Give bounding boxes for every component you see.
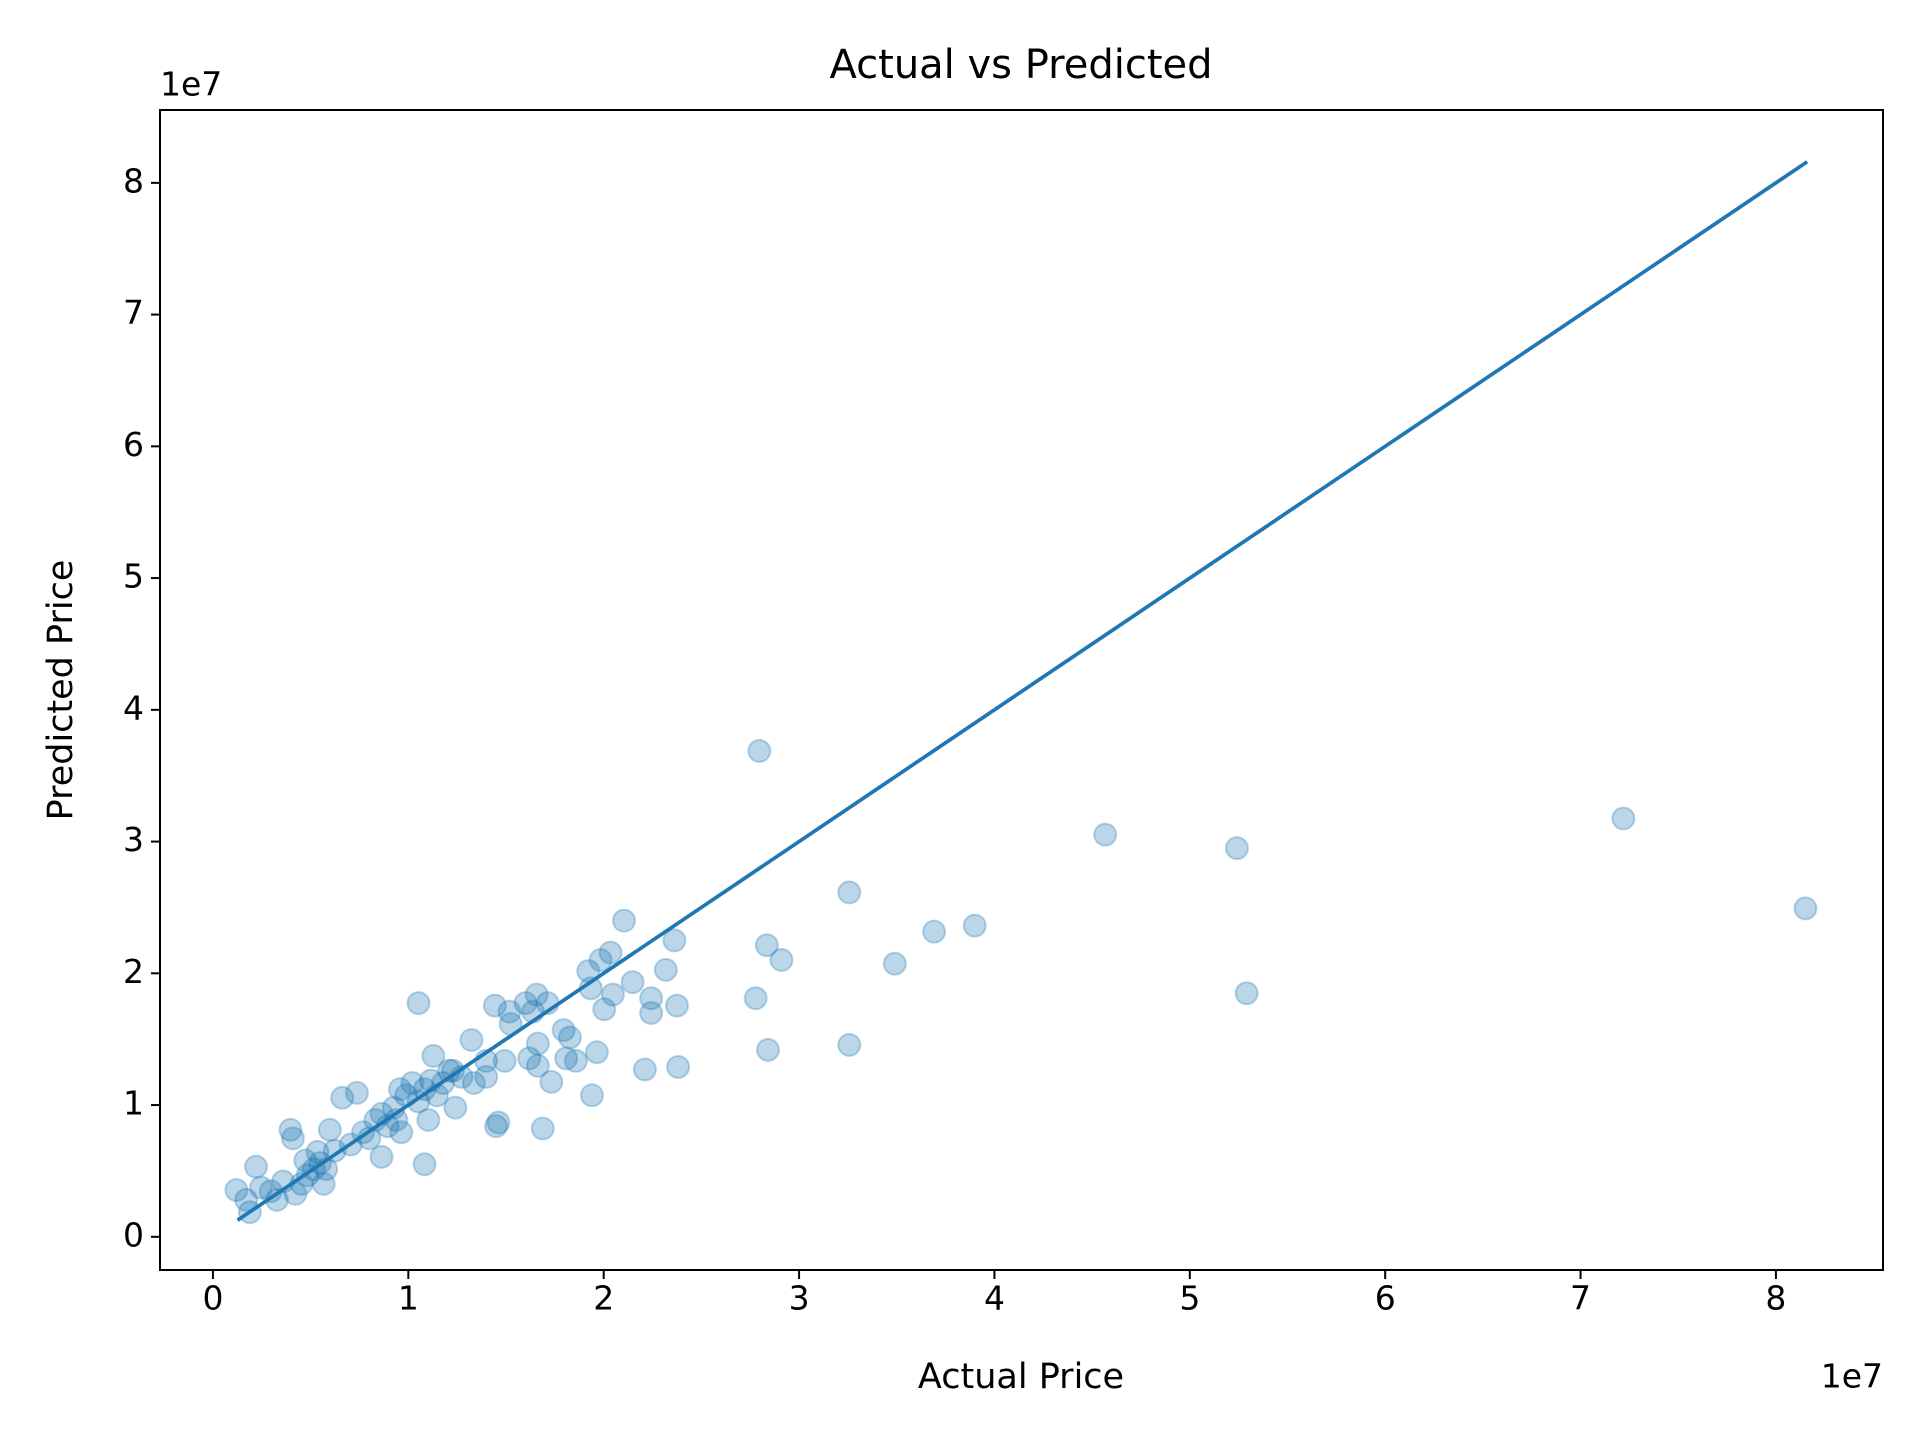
- scatter-point: [388, 1077, 413, 1102]
- y-tick-label: 8: [123, 161, 144, 200]
- scatter-point: [525, 1053, 550, 1078]
- scatter-point: [497, 999, 522, 1024]
- scatter-point: [492, 1048, 517, 1073]
- scatter-point: [563, 1048, 588, 1073]
- scatter-point: [754, 933, 779, 958]
- scatter-point: [311, 1171, 336, 1196]
- scatter-point: [588, 948, 613, 973]
- scatter-point: [653, 957, 678, 982]
- x-offset-label: 1e7: [1821, 1357, 1883, 1396]
- scatter-point: [612, 908, 637, 933]
- scatter-point: [747, 738, 772, 763]
- y-tick-label: 5: [123, 557, 144, 596]
- scatter-point: [551, 1018, 576, 1043]
- scatter-point: [412, 1152, 437, 1177]
- scatter-point: [600, 982, 625, 1007]
- scatter-point: [1234, 981, 1259, 1006]
- scatter-point: [554, 1046, 579, 1071]
- scatter-point: [1793, 896, 1818, 921]
- scatter-point: [416, 1107, 441, 1132]
- scatter-point: [513, 991, 538, 1016]
- scatter-point: [234, 1187, 259, 1212]
- scatter-point: [837, 880, 862, 905]
- scatter-point: [400, 1071, 425, 1096]
- scatter-point: [474, 1064, 499, 1089]
- scatter-point: [224, 1178, 249, 1203]
- x-tick-label: 4: [984, 1279, 1005, 1318]
- scatter-point: [421, 1043, 446, 1068]
- chart-title: Actual vs Predicted: [829, 42, 1212, 88]
- scatter-point: [530, 1116, 555, 1141]
- scatter-point: [882, 951, 907, 976]
- scatter-point: [524, 982, 549, 1007]
- y-tick-label: 7: [123, 293, 144, 332]
- scatter-point: [248, 1175, 273, 1200]
- scatter-point: [756, 1037, 781, 1062]
- scatter-point: [280, 1126, 305, 1151]
- scatter-point: [579, 1083, 604, 1108]
- scatter-point: [837, 1032, 862, 1057]
- scatter-point: [539, 1069, 564, 1094]
- scatter-point: [666, 1054, 691, 1079]
- x-tick-label: 0: [202, 1279, 223, 1318]
- scatter-point: [584, 1040, 609, 1065]
- scatter-point: [743, 986, 768, 1011]
- x-tick-label: 8: [1765, 1279, 1786, 1318]
- y-offset-label: 1e7: [160, 65, 222, 104]
- scatter-point: [305, 1139, 330, 1164]
- scatter-point: [664, 993, 689, 1018]
- scatter-point: [461, 1071, 486, 1096]
- x-axis-label: Actual Price: [918, 1357, 1124, 1397]
- scatter-point: [484, 1114, 509, 1139]
- scatter-point: [1224, 836, 1249, 861]
- x-tick-label: 2: [593, 1279, 614, 1318]
- scatter-point: [632, 1057, 657, 1082]
- x-tick-label: 5: [1179, 1279, 1200, 1318]
- scatter-point: [406, 991, 431, 1016]
- scatter-point: [317, 1117, 342, 1142]
- scatter-point: [440, 1058, 465, 1083]
- x-tick-label: 3: [789, 1279, 810, 1318]
- scatter-point: [592, 997, 617, 1022]
- scatter-point: [517, 1046, 542, 1071]
- scatter-point: [344, 1080, 369, 1105]
- scatter-point: [443, 1095, 468, 1120]
- scatter-point: [293, 1148, 318, 1173]
- scatter-point: [412, 1077, 437, 1102]
- scatter-point: [389, 1120, 414, 1145]
- scatter-point: [620, 970, 645, 995]
- scatter-point: [639, 1000, 664, 1025]
- scatter-point: [598, 940, 623, 965]
- axes-frame: [159, 109, 1884, 1271]
- scatter-point: [769, 948, 794, 973]
- scatter-point: [525, 1031, 550, 1056]
- y-tick-label: 1: [123, 1084, 144, 1123]
- x-tick-label: 1: [398, 1279, 419, 1318]
- y-tick-label: 3: [123, 820, 144, 859]
- y-tick-label: 4: [123, 688, 144, 727]
- scatter-point: [1093, 822, 1118, 847]
- scatter-point: [459, 1027, 484, 1052]
- scatter-point: [662, 928, 687, 953]
- scatter-point: [244, 1154, 269, 1179]
- y-tick-label: 0: [123, 1215, 144, 1254]
- y-tick-label: 6: [123, 425, 144, 464]
- scatter-point: [962, 913, 987, 938]
- x-tick-label: 6: [1375, 1279, 1396, 1318]
- reference-line: [236, 160, 1809, 1222]
- scatter-point: [486, 1110, 511, 1135]
- scatter-point: [557, 1025, 582, 1050]
- scatter-point: [330, 1085, 355, 1110]
- y-axis-label: Predicted Price: [41, 560, 81, 821]
- scatter-point: [922, 919, 947, 944]
- scatter-point: [1611, 806, 1636, 831]
- scatter-point: [639, 986, 664, 1011]
- x-tick-label: 7: [1570, 1279, 1591, 1318]
- y-tick-label: 2: [123, 952, 144, 991]
- scatter-point: [369, 1144, 394, 1169]
- scatter-point: [482, 993, 507, 1018]
- scatter-point: [278, 1117, 303, 1142]
